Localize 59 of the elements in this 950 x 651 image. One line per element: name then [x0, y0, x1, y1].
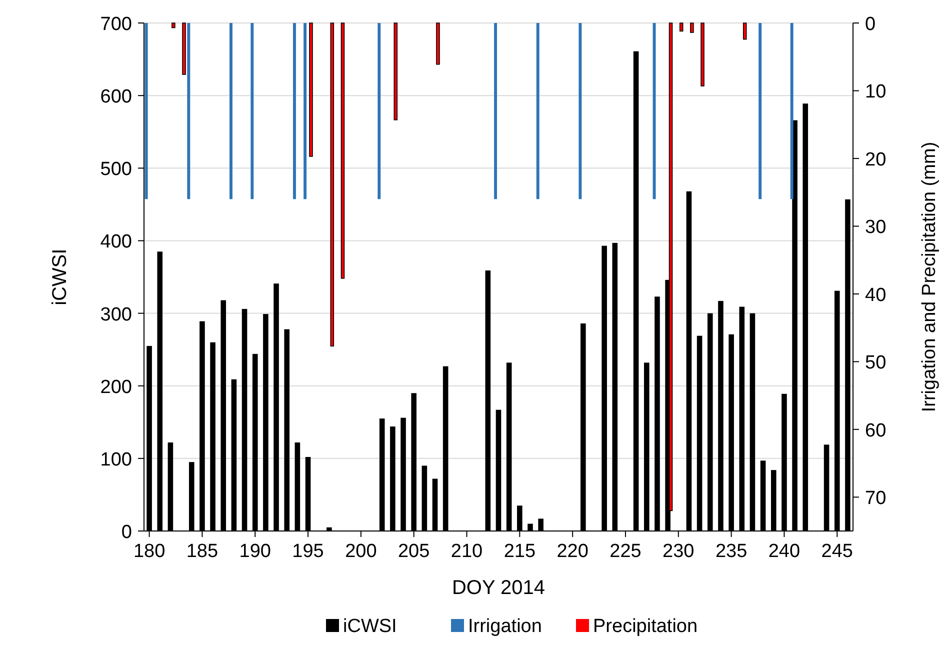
bar: [742, 22, 747, 40]
bar: [340, 22, 345, 279]
y2-tick-label: 60: [865, 420, 886, 442]
x-tick-label: 235: [715, 541, 748, 562]
x-tick-label: 200: [345, 541, 377, 562]
x-tick-label: 215: [504, 541, 536, 562]
y2-tick-label: 0: [865, 14, 876, 35]
bar: [330, 22, 334, 346]
y-tick-label: 400: [100, 232, 132, 253]
bar: [394, 22, 398, 120]
bar: [536, 23, 540, 200]
bar: [144, 23, 148, 200]
bar: [304, 23, 307, 200]
x-axis-title: DOY 2014: [452, 577, 546, 599]
x-tick-label: 185: [186, 541, 218, 562]
legend-label: Precipitation: [593, 616, 698, 637]
y-tick-label: 700: [100, 14, 132, 35]
bar: [309, 22, 313, 157]
x-tick-label: 240: [768, 541, 800, 562]
y-tick-label: 100: [100, 449, 132, 470]
x-tick-label: 225: [610, 541, 642, 562]
y-tick-label: 300: [100, 304, 132, 326]
y2-tick-label: 10: [865, 82, 886, 103]
y2-tick-label: 50: [865, 352, 886, 374]
x-tick-label: 210: [450, 541, 483, 562]
x-tick-label: 245: [821, 541, 853, 562]
bar: [378, 23, 381, 200]
bar: [700, 22, 704, 86]
bar: [758, 23, 762, 200]
bar: [679, 22, 684, 32]
y-tick-label: 600: [100, 86, 132, 108]
bar: [578, 23, 582, 200]
bar: [790, 23, 794, 200]
y2-tick-label: 20: [865, 149, 886, 170]
y-tick-label: 0: [121, 522, 132, 543]
y-axis-title: iCWSI: [49, 248, 71, 306]
bar: [182, 22, 186, 75]
y-tick-label: 500: [100, 159, 132, 180]
bar: [172, 22, 176, 28]
x-tick-label: 190: [239, 541, 271, 562]
legend-label: iCWSI: [343, 616, 397, 637]
y-tick-label: 200: [100, 376, 132, 398]
y2-tick-label: 70: [865, 488, 886, 510]
bar: [230, 23, 232, 200]
bar: [494, 23, 498, 200]
bar: [187, 23, 190, 200]
bar: [436, 22, 440, 65]
y2-tick-label: 40: [865, 284, 886, 306]
y2-tick-label: 30: [865, 217, 886, 238]
x-tick-label: 180: [133, 541, 166, 562]
bar: [690, 22, 694, 33]
x-tick-label: 195: [292, 541, 324, 562]
y2-axis-title: Irrigation and Precipitation (mm): [919, 142, 940, 412]
x-tick-label: 205: [398, 541, 430, 562]
legend-label: Irrigation: [468, 616, 542, 637]
bar: [292, 23, 296, 200]
x-tick-label: 220: [556, 541, 588, 562]
x-tick-label: 230: [662, 541, 694, 562]
bar: [250, 23, 254, 200]
